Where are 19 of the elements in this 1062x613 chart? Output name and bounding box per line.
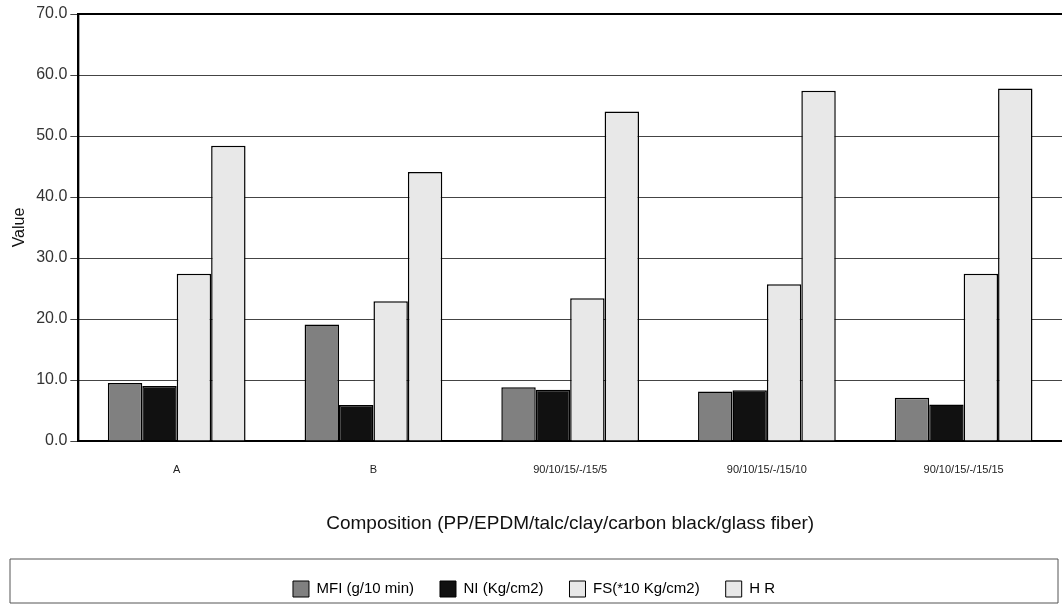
x-axis-title: Composition (PP/EPDM/talc/clay/carbon black/glass fiber) — [326, 511, 815, 533]
y-tick-label: 10.0 — [36, 370, 68, 388]
y-tick-label: 30.0 — [36, 248, 68, 266]
x-tick-label: 90/10/15/-/15/5 — [533, 462, 608, 475]
y-tick-label: 50.0 — [36, 126, 68, 144]
x-tick-label: B — [369, 462, 378, 475]
y-tick-label: 20.0 — [36, 309, 68, 327]
y-tick-label: 60.0 — [36, 65, 68, 83]
legend-label: MFI (g/10 min) — [316, 579, 414, 597]
y-tick-label: 40.0 — [36, 187, 68, 205]
x-tick-label: 90/10/15/-/15/15 — [923, 462, 1004, 475]
y-tick-label: 0.0 — [45, 431, 68, 449]
y-axis-title: Value — [10, 207, 28, 248]
legend-label: FS(*10 Kg/cm2) — [593, 579, 700, 597]
y-tick-label: 70.0 — [36, 4, 68, 22]
legend-label: H R — [749, 579, 776, 597]
x-tick-label: 90/10/15/-/15/10 — [726, 462, 807, 475]
legend-label: NI (Kg/cm2) — [463, 579, 544, 597]
x-tick-label: A — [173, 462, 182, 475]
